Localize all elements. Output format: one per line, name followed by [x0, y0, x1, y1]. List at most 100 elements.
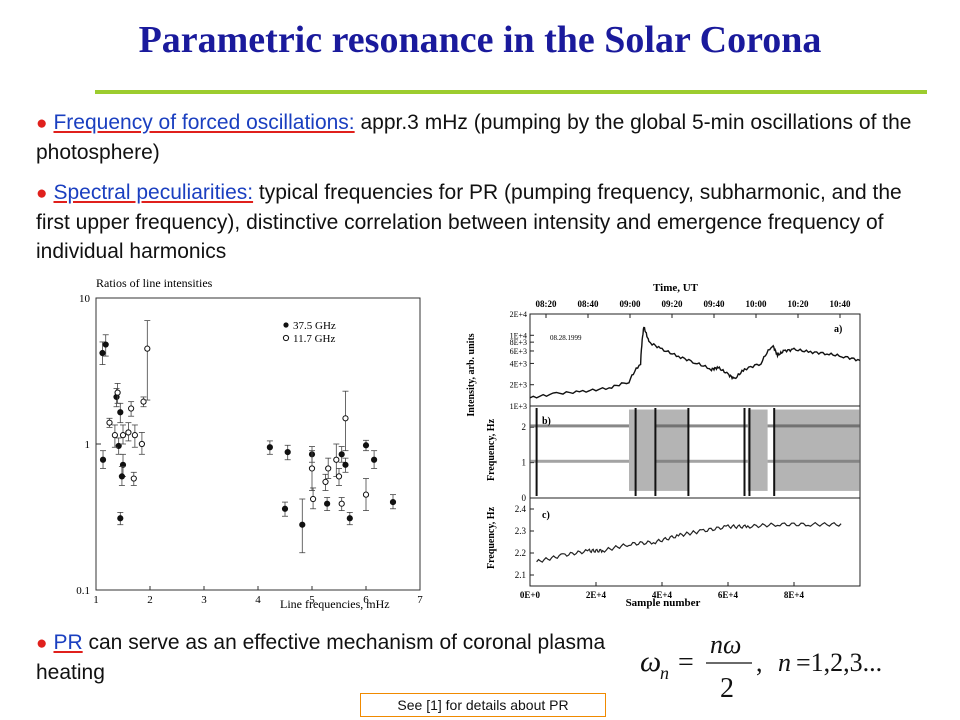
data-point-11-7ghz	[338, 497, 345, 511]
x-tick-label: 3	[201, 594, 207, 606]
panel-a-tick-label: 1E+4	[510, 331, 527, 340]
legend-marker-open	[282, 334, 290, 342]
data-point-11-7ghz	[144, 320, 151, 401]
point-marker	[99, 349, 106, 357]
panel-b-tick-label: 1	[522, 458, 527, 468]
point-marker	[119, 432, 127, 439]
x-tick-label: 5	[309, 594, 315, 606]
ylabel-panel-c: Frequency, Hz	[486, 506, 497, 569]
data-point-11-7ghz	[125, 422, 132, 442]
data-point-11-7ghz	[325, 457, 332, 479]
top-tick-label: 10:40	[830, 299, 851, 309]
top-tick-label: 09:40	[704, 299, 725, 309]
top-tick-label: 08:40	[578, 299, 599, 309]
svg-text:n: n	[778, 648, 791, 677]
bullet-spectral-peculiarities: ● Spectral peculiarities: typical frequen…	[36, 178, 916, 266]
spectrum-block	[629, 409, 656, 491]
point-marker	[111, 432, 119, 439]
panel-a-tick-label: 2E+3	[510, 381, 527, 390]
data-point-37-5ghz	[117, 512, 124, 526]
panel-c-tick-label: 2.2	[515, 548, 526, 558]
data-point-37-5ghz	[102, 334, 109, 357]
point-marker	[117, 409, 124, 416]
x-axis-label: Line frequencies, mHz	[280, 597, 390, 611]
point-marker	[281, 505, 289, 512]
svg-text:nω: nω	[710, 630, 741, 659]
data-point-37-5ghz	[281, 501, 289, 517]
point-marker	[346, 515, 353, 522]
spectrum-band-1hz	[767, 459, 860, 463]
point-marker	[119, 461, 127, 468]
top-tick-label: 10:20	[788, 299, 809, 309]
time-series-figure: Time, UT 08:20 08:40 09:00 09:20 09:40 10:00 1…	[466, 282, 861, 609]
point-marker	[389, 498, 397, 506]
point-marker	[102, 341, 109, 348]
point-marker	[130, 475, 137, 482]
panel-c-tick-label: 2.4	[515, 504, 527, 514]
ylabel-panel-a: Intensity, arb. units	[466, 333, 477, 416]
data-point-37-5ghz	[324, 497, 331, 511]
spectrum-band-1hz	[655, 459, 748, 463]
data-point-37-5ghz	[115, 437, 122, 455]
point-marker	[117, 515, 124, 522]
top-tick-label: 09:20	[662, 299, 683, 309]
point-marker	[342, 415, 349, 422]
data-point-37-5ghz	[362, 439, 370, 452]
point-marker	[325, 465, 332, 472]
panel-c-tick-label: 2.1	[515, 570, 526, 580]
spectrum-band-2hz	[655, 424, 748, 428]
bullet-lead: PR	[53, 631, 83, 654]
svg-text:=: =	[678, 647, 694, 678]
point-marker	[118, 473, 126, 480]
panel-c-frame	[529, 497, 861, 587]
top-tick-label: 09:00	[620, 299, 641, 309]
bullet-pr-heating: ● PR can serve as an effective mechanism …	[36, 628, 616, 687]
point-marker	[309, 495, 317, 503]
bullet-lead: Frequency of forced oscillations:	[53, 111, 355, 134]
line-intensity-ratio-chart: Ratios of line intensities 1 2 3 4 5 6 70.1110…	[76, 276, 423, 611]
panel-c-label: c)	[542, 510, 550, 521]
panel-a-label: a)	[834, 324, 842, 335]
data-point-37-5ghz	[389, 494, 397, 510]
bullet-dot-icon: ●	[36, 183, 48, 204]
point-marker	[125, 429, 132, 436]
point-marker	[338, 451, 345, 458]
x-tick-label: 2	[147, 594, 153, 606]
data-point-37-5ghz	[284, 444, 291, 461]
svg-text:,: ,	[756, 648, 763, 677]
bullet-dot-icon: ●	[36, 113, 48, 134]
point-marker	[324, 500, 331, 507]
point-marker	[308, 465, 316, 472]
point-marker	[114, 389, 121, 396]
data-point-11-7ghz	[119, 424, 127, 445]
point-marker	[333, 456, 340, 463]
point-marker	[338, 500, 345, 507]
bottom-tick-label: 8E+4	[784, 590, 805, 600]
point-marker	[342, 461, 349, 468]
bottom-tick-label: 4E+4	[652, 590, 673, 600]
x-tick-label: 6	[363, 594, 369, 606]
intensity-curve	[529, 326, 861, 399]
data-point-11-7ghz	[114, 383, 121, 404]
bottom-tick-label: 0E+0	[520, 590, 541, 600]
bullet-forced-oscillations: ● Frequency of forced oscillations: appr.…	[36, 108, 916, 167]
panel-c-tick-label: 2.3	[515, 526, 527, 536]
legend: 37.5 GHz 11.7 GHz	[282, 320, 336, 345]
top-axis-label: Time, UT	[653, 282, 699, 294]
panel-b-label: b)	[542, 416, 551, 427]
spectrum-band-1hz	[530, 459, 629, 463]
y-tick-label: 10	[79, 293, 91, 305]
data-point-11-7ghz	[138, 432, 146, 455]
data-point-11-7ghz	[106, 417, 113, 428]
spectrum-block	[747, 409, 768, 491]
point-marker	[138, 440, 146, 448]
bullet-lead: Spectral peculiarities:	[53, 181, 254, 204]
panel-a-tick-label: 4E+3	[510, 359, 527, 368]
bullet-text: appr.3 mHz (pumping by the global 5-min …	[36, 111, 912, 164]
point-marker	[371, 456, 378, 463]
panel-a-tick-label: 2E+4	[510, 310, 527, 319]
data-point-37-5ghz	[338, 446, 345, 463]
reference-note: See [1] for details about PR	[360, 693, 606, 717]
panel-a-tick-label: 8E+3	[510, 338, 527, 347]
point-marker	[362, 442, 370, 449]
